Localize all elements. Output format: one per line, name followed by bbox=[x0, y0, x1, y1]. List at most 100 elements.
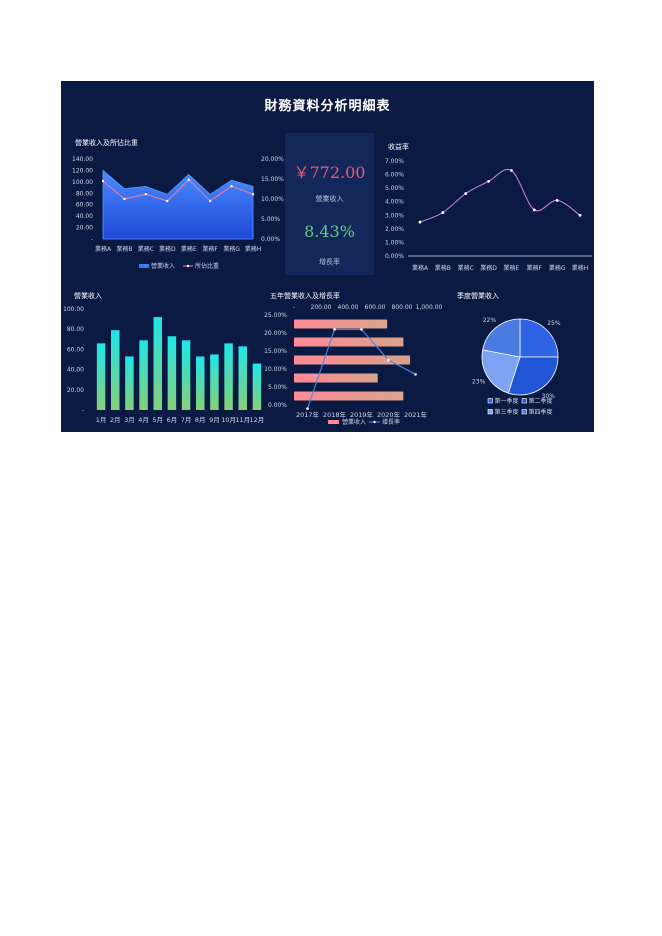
y-left-tick-label: 80.00 bbox=[76, 190, 93, 197]
legend-label-growth: 增長率 bbox=[382, 418, 400, 426]
legend-label-share: 所佔比重 bbox=[195, 262, 219, 270]
pie-value-label: 22% bbox=[483, 317, 497, 324]
x-tick-label: 業務E bbox=[504, 264, 520, 272]
y-left-tick-label: 15.00% bbox=[264, 348, 287, 355]
y-tick-label: - bbox=[82, 407, 84, 414]
legend-label-quarter: 第四季度 bbox=[529, 408, 553, 416]
x-top-tick-label: - bbox=[293, 304, 295, 311]
line-point-profit-rate bbox=[532, 208, 536, 212]
x-tick-label: 12月 bbox=[250, 416, 265, 424]
bar bbox=[153, 317, 162, 410]
line-point-profit-rate bbox=[578, 213, 582, 217]
x-tick-label: 業務F bbox=[527, 264, 543, 272]
hbar bbox=[294, 391, 404, 401]
x-tick-label: 9月 bbox=[209, 416, 220, 424]
y-right-tick-label: 10.00% bbox=[261, 196, 284, 203]
legend-label-revenue: 營業收入 bbox=[151, 262, 175, 270]
bar bbox=[252, 363, 262, 410]
y-left-tick-label: 0.00% bbox=[268, 402, 287, 409]
bar bbox=[125, 356, 134, 410]
chart-profit-rate: 0.00% 1.00% 2.00% 3.00% 4.00% 5.00% 6.00% 7.00%… bbox=[385, 158, 592, 272]
chart-monthly-revenue: - 20.00 40.00 60.00 80.00 100.00 1月 2月 3月 4月 5月 6月 7… bbox=[63, 306, 265, 424]
x-tick-label: 2017年 bbox=[296, 410, 320, 419]
chart-five-year: - 200.00 400.00 600.00 800.00 1,000.00 0.00% 5.… bbox=[264, 304, 443, 426]
hbar bbox=[294, 373, 378, 383]
line-point-share bbox=[251, 193, 255, 196]
bar bbox=[139, 340, 148, 410]
legend-label-quarter: 第二季度 bbox=[529, 397, 553, 405]
pie-slice bbox=[519, 318, 559, 358]
bar bbox=[196, 356, 205, 410]
y-tick-label: 40.00 bbox=[67, 367, 84, 374]
y-tick-label: 3.00% bbox=[385, 212, 404, 219]
x-tick-label: 6月 bbox=[167, 416, 178, 424]
x-tick-label: 業務C bbox=[138, 245, 154, 253]
y-left-tick-label: 100.00 bbox=[72, 179, 93, 186]
y-left-tick-label: - bbox=[91, 236, 93, 243]
line-point-share bbox=[166, 199, 169, 203]
y-tick-label: 5.00% bbox=[385, 185, 404, 192]
line-point-share bbox=[187, 178, 190, 181]
bar bbox=[210, 354, 219, 410]
y-tick-label: 2.00% bbox=[385, 226, 404, 233]
chart-revenue-share: - 20.00 40.00 60.00 80.00 100.00 120.00 140.00 0… bbox=[72, 156, 284, 270]
pie-slice bbox=[507, 356, 559, 396]
y-right-tick-label: 5.00% bbox=[261, 216, 280, 223]
x-tick-label: 10月 bbox=[221, 416, 236, 424]
chart-title-five-year: 五年營業收入及增長率 bbox=[270, 292, 340, 300]
legend-swatch-quarter bbox=[487, 409, 493, 415]
y-right-tick-label: 0.00% bbox=[261, 236, 280, 243]
y-tick-label: 4.00% bbox=[385, 199, 404, 206]
x-tick-label: 1月 bbox=[96, 416, 107, 424]
y-left-tick-label: 10.00% bbox=[264, 366, 287, 373]
x-top-tick-label: 1,000.00 bbox=[416, 304, 443, 311]
bar bbox=[111, 330, 120, 410]
legend-marker-growth bbox=[373, 420, 376, 424]
chart-title-revenue-share: 營業收入及所佔比重 bbox=[75, 139, 138, 147]
y-left-tick-label: 60.00 bbox=[76, 202, 93, 209]
x-tick-label: 業務D bbox=[480, 264, 497, 272]
y-left-tick-label: 20.00 bbox=[76, 225, 93, 232]
x-tick-label: 業務E bbox=[181, 245, 197, 253]
bar bbox=[181, 340, 191, 410]
pie-slice bbox=[481, 349, 521, 394]
legend-swatch-quarter bbox=[487, 398, 493, 404]
y-tick-label: 20.00 bbox=[67, 387, 84, 394]
pie-slice bbox=[482, 318, 521, 358]
y-tick-label: 80.00 bbox=[67, 326, 84, 333]
x-tick-label: 業務A bbox=[95, 245, 112, 253]
legend-swatch-revenue bbox=[328, 420, 339, 424]
line-point-profit-rate bbox=[510, 169, 513, 172]
hbar bbox=[294, 337, 404, 347]
line-point-growth bbox=[360, 328, 363, 331]
line-point-profit-rate bbox=[418, 220, 422, 224]
x-tick-label: 業務F bbox=[202, 245, 218, 253]
x-tick-label: 業務B bbox=[435, 264, 451, 272]
area-series-revenue bbox=[102, 169, 254, 240]
y-left-tick-label: 5.00% bbox=[268, 384, 287, 391]
x-tick-label: 8月 bbox=[195, 416, 206, 424]
x-top-tick-label: 200.00 bbox=[311, 304, 332, 311]
x-tick-label: 2019年 bbox=[350, 410, 374, 419]
y-tick-label: 100.00 bbox=[63, 306, 84, 313]
legend-label-revenue: 營業收入 bbox=[342, 418, 366, 426]
pie-value-label: 25% bbox=[547, 320, 561, 327]
y-left-tick-label: 140.00 bbox=[72, 156, 93, 163]
x-tick-label: 2018年 bbox=[323, 410, 347, 419]
y-tick-label: 6.00% bbox=[385, 172, 404, 179]
y-right-tick-label: 15.00% bbox=[261, 176, 284, 183]
bar bbox=[96, 343, 106, 410]
legend-label-quarter: 第一季度 bbox=[495, 397, 519, 405]
x-tick-label: 業務H bbox=[245, 245, 262, 253]
dashboard: 財務資料分析明細表 營業收入及所佔比重 - 20.00 40.00 60.00 80.0… bbox=[61, 81, 594, 432]
y-left-tick-label: 20.00% bbox=[264, 330, 287, 337]
y-tick-label: 0.00% bbox=[385, 253, 404, 260]
line-point-growth bbox=[306, 407, 309, 410]
x-tick-label: 7月 bbox=[181, 416, 192, 424]
legend-swatch-revenue bbox=[139, 264, 149, 268]
chart-title-monthly-revenue: 營業收入 bbox=[74, 292, 102, 300]
pie-value-label: 23% bbox=[472, 378, 486, 385]
x-tick-label: 業務G bbox=[223, 245, 240, 253]
y-right-tick-label: 20.00% bbox=[261, 156, 284, 163]
